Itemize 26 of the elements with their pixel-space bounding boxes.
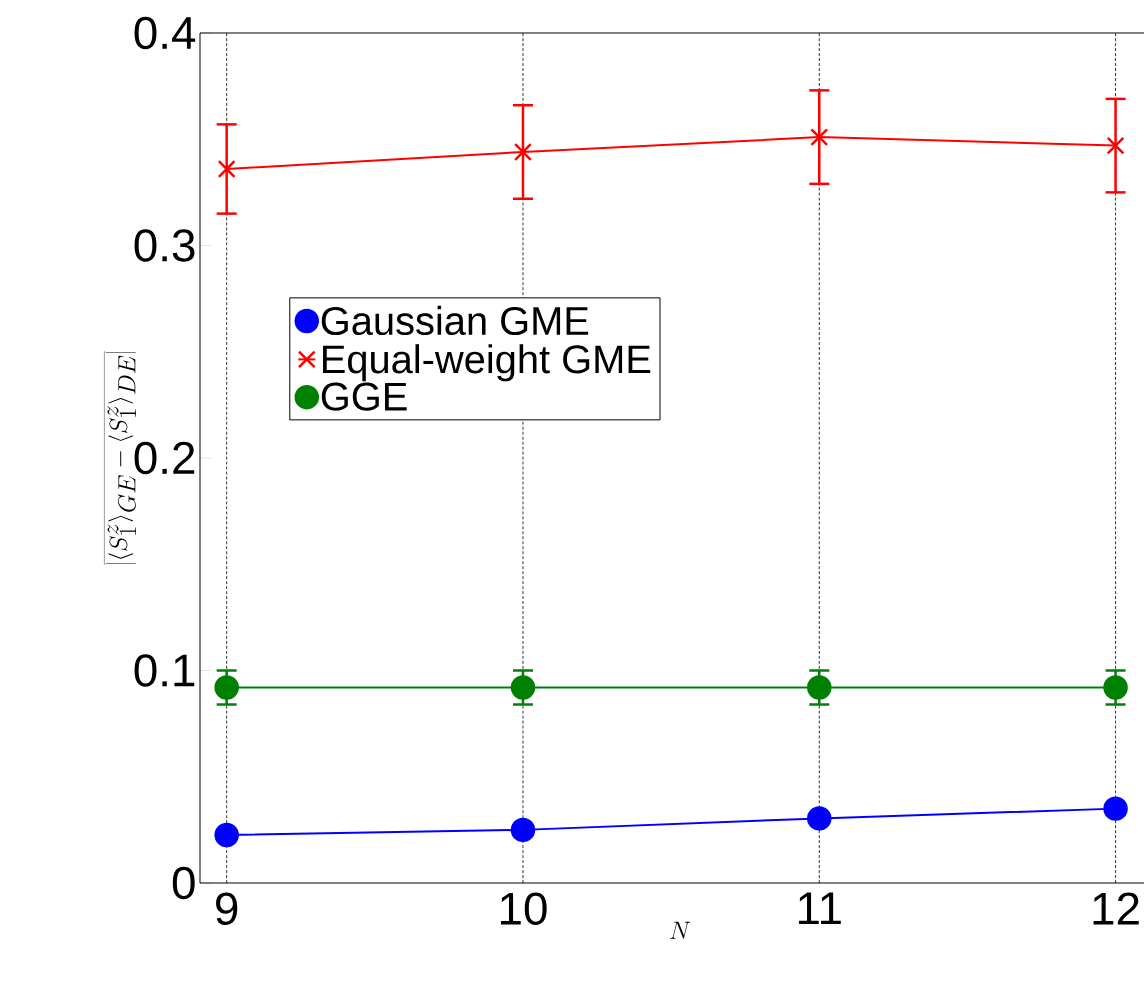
y-axis-title: $\overline{\left|\langle S_1^z\rangle_{GE}-\langle S_1^z\rangle_{DE}\right|}$ [104, 351, 136, 565]
legend-label: GGE [321, 382, 407, 411]
x-tick-label: 9 [216, 892, 238, 925]
point [1103, 675, 1128, 700]
point [1103, 796, 1128, 821]
point [513, 142, 532, 162]
point [807, 675, 832, 700]
legend-label: Gaussian GME [321, 305, 589, 336]
point [1106, 136, 1125, 155]
y-tick-label: 0.3 [134, 229, 195, 262]
x-axis-title: $N$ [670, 921, 691, 939]
x-tick-label: 12 [1093, 892, 1139, 925]
point [214, 675, 239, 700]
point [810, 128, 829, 147]
y-tick-label: 0.4 [134, 16, 196, 50]
point [510, 817, 536, 843]
x-tick-label: 11 [798, 892, 841, 925]
point [807, 806, 832, 831]
point [214, 822, 239, 848]
x-tick-label: 10 [500, 892, 547, 925]
y-tick-label: 0 [172, 866, 195, 900]
point [510, 675, 536, 700]
point [217, 159, 236, 179]
y-tick-label: 0.1 [134, 654, 195, 687]
legend-label: Equal-weight GME [323, 344, 651, 382]
y-tick-label: 0.2 [134, 441, 195, 475]
